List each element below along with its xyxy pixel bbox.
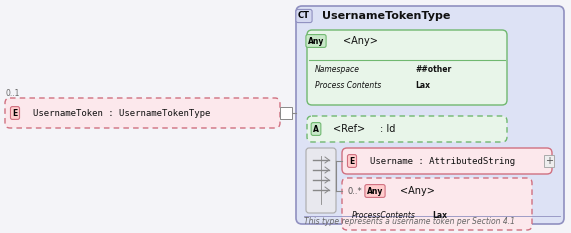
FancyBboxPatch shape <box>296 6 564 224</box>
Text: ProcessContents: ProcessContents <box>352 212 416 220</box>
Bar <box>280 107 292 119</box>
Text: <Any>: <Any> <box>343 36 378 46</box>
FancyBboxPatch shape <box>342 148 552 174</box>
Text: <Ref>: <Ref> <box>333 124 365 134</box>
Text: Lax: Lax <box>415 80 430 89</box>
Text: : Id: : Id <box>380 124 395 134</box>
Text: Any: Any <box>367 186 383 195</box>
Text: Username : AttributedString: Username : AttributedString <box>370 157 515 165</box>
FancyBboxPatch shape <box>342 178 532 230</box>
Text: ##other: ##other <box>415 65 451 75</box>
Text: UsernameTokenType: UsernameTokenType <box>322 11 451 21</box>
Text: E: E <box>13 109 18 117</box>
Text: Namespace: Namespace <box>315 65 360 75</box>
Text: Any: Any <box>308 37 324 45</box>
Text: Process Contents: Process Contents <box>315 80 381 89</box>
Text: 0..1: 0..1 <box>5 89 19 97</box>
Text: UsernameToken : UsernameTokenType: UsernameToken : UsernameTokenType <box>33 109 210 117</box>
FancyBboxPatch shape <box>307 116 507 142</box>
Text: 0..*: 0..* <box>347 186 362 195</box>
Text: This type represents a username token per Section 4.1: This type represents a username token pe… <box>304 217 515 226</box>
Text: Lax: Lax <box>432 212 447 220</box>
Text: A: A <box>313 124 319 134</box>
Text: CT: CT <box>298 11 310 21</box>
FancyBboxPatch shape <box>307 30 507 105</box>
FancyBboxPatch shape <box>5 98 280 128</box>
Text: +: + <box>545 156 553 166</box>
Text: <Any>: <Any> <box>400 186 435 196</box>
FancyBboxPatch shape <box>306 148 336 213</box>
Text: E: E <box>349 157 355 165</box>
